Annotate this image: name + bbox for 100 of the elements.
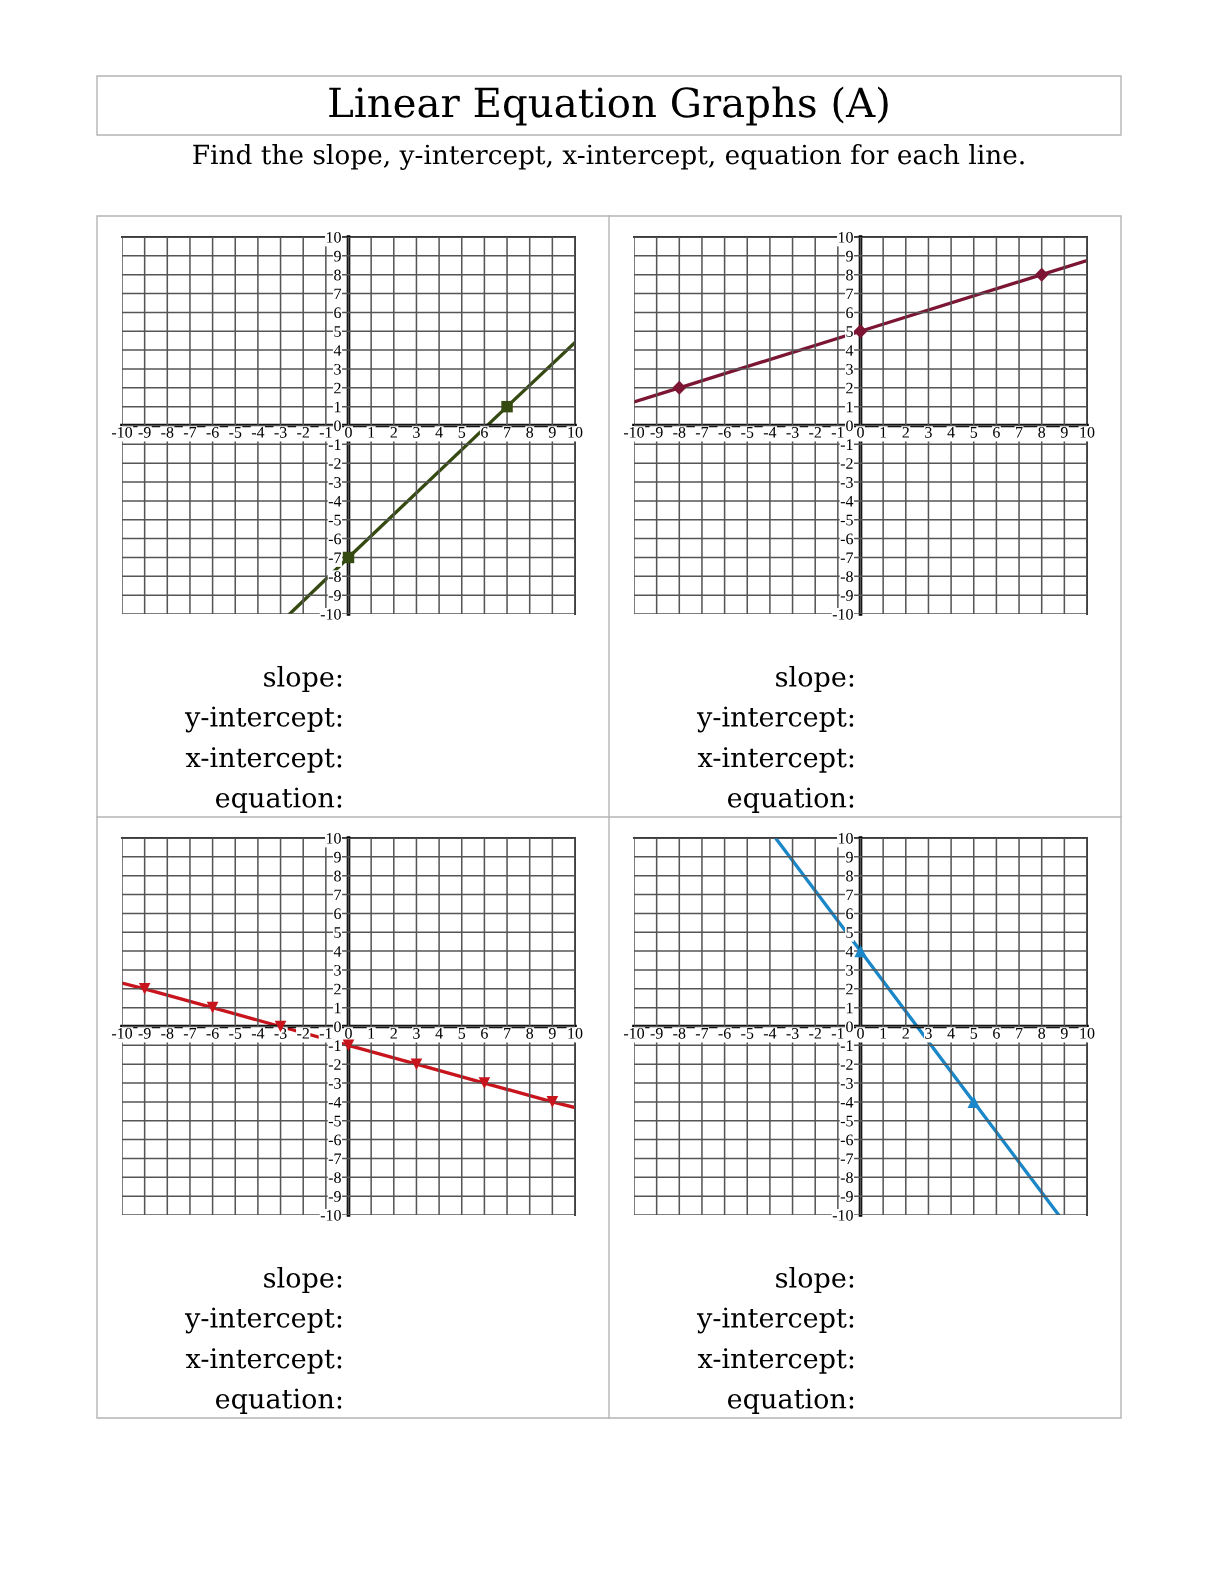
x-tick-label: 10 <box>1080 1027 1095 1039</box>
x-tick-label: -3 <box>786 1028 799 1039</box>
point <box>672 380 687 395</box>
y-tick-label: 5 <box>846 326 853 337</box>
x-tick-label: 1 <box>880 427 887 438</box>
y-tick-label: -5 <box>840 514 853 526</box>
text: x-intercept: <box>185 747 342 773</box>
y-tick-label: 10 <box>326 832 341 844</box>
text: slope: <box>776 665 854 693</box>
y-tick-label: -2 <box>840 1059 853 1070</box>
y-tick-label: -4 <box>328 495 342 507</box>
y-tick-label: -6 <box>840 533 854 545</box>
point <box>138 982 151 995</box>
x-tick-label: -5 <box>741 427 754 438</box>
x-tick-label: -3 <box>786 427 799 438</box>
x-tick-label: 2 <box>390 1028 397 1039</box>
x-tick-label: 9 <box>548 1028 556 1039</box>
text: equation: <box>727 1388 854 1415</box>
x-tick-label: 8 <box>526 426 534 438</box>
y-tick-label: -6 <box>328 1134 342 1146</box>
y-tick-label: -4 <box>840 1096 854 1108</box>
x-tick-label: 7 <box>504 427 511 438</box>
x-tick-label: 4 <box>947 427 955 438</box>
text: equation: <box>727 787 854 814</box>
x-tick-label: 9 <box>1060 427 1068 438</box>
x-tick-label: 6 <box>481 427 488 438</box>
y-tick-label: -9 <box>840 590 853 601</box>
y-tick-label: -8 <box>328 571 341 582</box>
x-tick-label: 5 <box>970 427 978 438</box>
x-tick-label: 7 <box>1016 427 1023 438</box>
y-tick-label: -6 <box>840 1134 854 1146</box>
point <box>478 1077 491 1089</box>
y-tick-label: -3 <box>328 1078 341 1089</box>
x-tick-label: -6 <box>718 427 731 438</box>
y-tick-label: 6 <box>334 307 342 319</box>
y-tick-label: 8 <box>846 870 853 882</box>
y-tick-label: -6 <box>328 533 342 545</box>
x-tick-label: 3 <box>413 1028 420 1039</box>
y-tick-label: 2 <box>334 382 341 394</box>
x-tick-label: 1 <box>368 427 375 438</box>
x-tick-label: 2 <box>902 1028 909 1039</box>
y-tick-label: 7 <box>334 288 342 300</box>
x-tick-label: -9 <box>138 427 151 438</box>
x-tick-label: 3 <box>925 1028 932 1039</box>
x-tick-label: 2 <box>390 427 397 438</box>
y-tick-label: -8 <box>328 1172 341 1183</box>
y-tick-label: -10 <box>832 608 853 620</box>
x-tick-label: 0 <box>345 426 352 438</box>
y-tick-label: 10 <box>838 231 853 243</box>
text: y-intercept: <box>184 1307 342 1334</box>
x-tick-label: 10 <box>568 426 583 438</box>
y-tick-label: -7 <box>840 552 854 563</box>
x-tick-label: 10 <box>568 1027 583 1039</box>
x-tick-label: -10 <box>111 426 133 438</box>
chart-subtitle: Find the slope, y-intercept, x-intercept, equation for each line. <box>193 144 1024 170</box>
y-tick-label: -9 <box>328 1191 341 1202</box>
x-tick-label: -4 <box>763 427 777 438</box>
text: y-intercept: <box>696 706 854 733</box>
x-tick-label: 1 <box>880 1028 887 1039</box>
x-tick-label: 5 <box>970 1028 978 1039</box>
x-tick-label: -7 <box>695 1028 709 1039</box>
x-tick-label: 3 <box>413 427 420 438</box>
x-tick-label: 5 <box>458 427 466 438</box>
x-tick-label: -8 <box>161 1027 174 1039</box>
x-tick-label: 0 <box>857 426 864 438</box>
y-tick-label: 3 <box>334 964 341 976</box>
x-tick-label: -4 <box>251 1028 265 1039</box>
y-tick-label: 4 <box>333 345 342 356</box>
y-tick-label: -7 <box>840 1153 854 1164</box>
y-tick-label: -1 <box>328 1040 341 1051</box>
y-tick-label: -10 <box>320 1209 341 1221</box>
point <box>342 1039 355 1052</box>
y-tick-label: -7 <box>328 1153 342 1164</box>
y-tick-label: 2 <box>846 983 853 995</box>
y-tick-label: 1 <box>334 1002 341 1014</box>
point <box>546 1096 559 1108</box>
y-tick-label: 7 <box>846 288 854 300</box>
text: x-intercept: <box>697 747 854 773</box>
x-tick-label: -5 <box>229 1028 242 1039</box>
y-tick-label: -2 <box>840 458 853 469</box>
y-tick-label: -9 <box>328 590 341 601</box>
text: x-intercept: <box>185 1348 342 1374</box>
x-tick-label: 4 <box>435 427 443 438</box>
y-tick-label: -1 <box>840 1040 853 1051</box>
x-tick-label: -4 <box>251 427 265 438</box>
y-tick-label: 6 <box>846 908 854 920</box>
text: y-intercept: <box>696 1307 854 1334</box>
x-tick-label: -5 <box>741 1028 754 1039</box>
x-tick-label: 8 <box>1038 426 1046 438</box>
point <box>1034 267 1049 282</box>
x-tick-label: 7 <box>1016 1028 1023 1039</box>
x-tick-label: -7 <box>183 1028 197 1039</box>
x-tick-label: 6 <box>993 1028 1000 1039</box>
text: slope: <box>264 1266 342 1294</box>
text: slope: <box>264 665 342 693</box>
point <box>206 1001 219 1014</box>
y-tick-label: -5 <box>328 514 341 526</box>
x-tick-label: 5 <box>458 1028 466 1039</box>
x-tick-label: -6 <box>206 427 219 438</box>
y-tick-label: 4 <box>845 345 854 356</box>
